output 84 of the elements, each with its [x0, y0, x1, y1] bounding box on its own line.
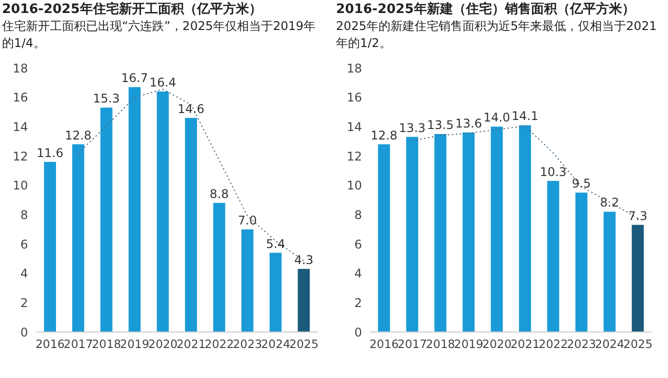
data-label: 16.7 — [121, 71, 148, 86]
data-label: 14.1 — [512, 109, 538, 124]
bar — [72, 144, 84, 332]
bar — [406, 136, 418, 332]
bar — [270, 252, 282, 332]
bar — [156, 91, 169, 332]
bar — [604, 212, 616, 332]
x-tick-label: 2019 — [120, 337, 150, 352]
y-tick-label: 10 — [346, 178, 362, 193]
bar — [241, 229, 254, 332]
bar — [378, 144, 390, 332]
bar — [547, 180, 560, 332]
data-label: 8.2 — [600, 196, 620, 210]
x-tick-label: 2020 — [482, 337, 512, 352]
bar — [185, 118, 197, 332]
y-tick-label: 16 — [12, 90, 28, 105]
x-tick-label: 2020 — [148, 337, 178, 352]
data-label: 10.3 — [540, 164, 567, 179]
x-tick-label: 2019 — [454, 337, 484, 352]
data-label: 8.8 — [210, 186, 229, 201]
x-tick-label: 2016 — [35, 337, 65, 352]
y-tick-label: 16 — [346, 90, 362, 105]
bar — [128, 87, 141, 332]
bar — [632, 224, 644, 332]
y-tick-label: 2 — [20, 296, 28, 310]
data-label: 5.4 — [266, 236, 286, 251]
data-label: 16.4 — [149, 75, 176, 90]
chart-subtitle: 2025年的新建住宅销售面积为近5年来最低，仅相当于2021年的1/2。 — [335, 18, 658, 52]
y-tick-label: 10 — [12, 178, 28, 193]
x-tick-label: 2017 — [64, 337, 93, 352]
data-label: 13.3 — [398, 120, 426, 135]
bar — [462, 132, 475, 332]
y-tick-label: 14 — [12, 120, 28, 134]
data-label: 7.3 — [628, 208, 648, 223]
bar — [100, 108, 112, 332]
data-label: 14.0 — [483, 110, 510, 125]
y-tick-label: 12 — [12, 149, 28, 164]
y-tick-label: 14 — [346, 120, 362, 134]
x-tick-label: 2016 — [369, 337, 399, 352]
data-label: 13.6 — [455, 116, 482, 131]
y-tick-label: 18 — [12, 61, 28, 76]
y-tick-label: 0 — [20, 325, 28, 340]
bar — [575, 192, 588, 332]
data-label: 9.5 — [572, 176, 591, 191]
data-label: 7.0 — [238, 213, 257, 228]
y-tick-label: 4 — [354, 266, 362, 281]
y-tick-label: 12 — [346, 149, 362, 164]
x-tick-label: 2018 — [92, 337, 122, 352]
bar — [44, 162, 56, 332]
x-tick-label: 2023 — [566, 337, 596, 352]
data-label: 14.6 — [178, 102, 204, 116]
x-tick-label: 2024 — [261, 337, 290, 352]
chart-title: 2016-2025年住宅新开工面积（亿平方米） — [1, 0, 263, 18]
x-tick-label: 2021 — [176, 337, 206, 352]
data-label: 12.8 — [64, 128, 92, 142]
y-tick-label: 6 — [20, 237, 28, 252]
data-label: 13.5 — [427, 118, 454, 132]
x-tick-label: 2017 — [398, 337, 427, 352]
y-tick-label: 8 — [20, 208, 28, 222]
chart-subtitle: 住宅新开工面积已出现“六连跌”，2025年仅相当于2019年的1/4。 — [1, 18, 317, 52]
chart-title: 2016-2025年新建（住宅）销售面积（亿平方米） — [335, 0, 636, 18]
x-tick-label: 2018 — [426, 337, 456, 352]
y-tick-label: 8 — [354, 208, 362, 222]
x-tick-label: 2022 — [538, 337, 568, 352]
bar — [298, 268, 310, 332]
x-tick-label: 2023 — [232, 337, 262, 352]
y-tick-label: 4 — [20, 266, 28, 281]
data-label: 12.8 — [370, 128, 398, 142]
y-tick-label: 6 — [354, 237, 362, 252]
bar — [490, 126, 503, 332]
y-tick-label: 2 — [354, 296, 362, 310]
bar — [434, 134, 446, 332]
y-tick-label: 18 — [346, 61, 362, 76]
data-label: 11.6 — [36, 146, 64, 160]
x-tick-label: 2022 — [204, 337, 234, 352]
bar — [213, 202, 226, 332]
x-tick-label: 2021 — [510, 337, 540, 352]
bar — [519, 125, 531, 332]
data-label: 4.3 — [294, 252, 314, 267]
x-tick-label: 2025 — [289, 337, 319, 352]
x-tick-label: 2024 — [595, 337, 624, 352]
x-tick-label: 2025 — [623, 337, 653, 352]
data-label: 15.3 — [93, 92, 120, 106]
y-tick-label: 0 — [354, 325, 362, 340]
